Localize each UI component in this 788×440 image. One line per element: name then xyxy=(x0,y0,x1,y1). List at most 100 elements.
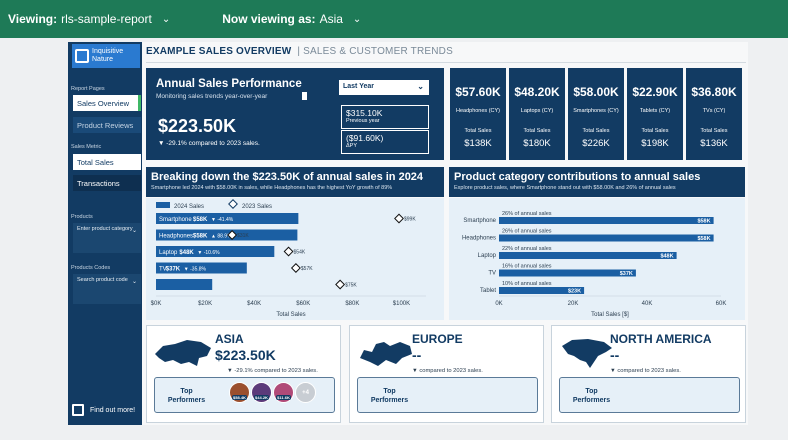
product-category-filter[interactable]: Enter product category ⌄ xyxy=(73,223,141,253)
contribution-header: Product category contributions to annual… xyxy=(449,167,745,197)
logo-line-2: Nature xyxy=(92,56,114,63)
bar-change-label: ▼ -35.8% xyxy=(184,267,207,273)
report-selector[interactable]: Viewing: rls-sample-report ⌄ xyxy=(8,12,170,26)
y-category-label: Headphones xyxy=(462,236,496,242)
avatar-value: $44.2K xyxy=(254,395,269,400)
contribution-chart: Smartphone 26% of annual sales $58K Headpho… xyxy=(462,211,727,318)
kpi-total: $136K xyxy=(700,138,728,149)
now-viewing-label: Now viewing as: xyxy=(222,12,316,26)
top-performers-box[interactable]: Top Performers $58.4K $44.2K $11.6K +4 xyxy=(154,377,335,413)
marker-2023 xyxy=(227,230,238,240)
region-value: $223.50K xyxy=(215,347,276,363)
contribution-bar xyxy=(499,269,636,277)
bar-2024 xyxy=(156,279,213,290)
kpi-total: $138K xyxy=(464,138,492,149)
region-card-asia[interactable]: ASIA $223.50K ▼ -29.1% compared to 2023 … xyxy=(146,325,341,423)
toggle-handle[interactable] xyxy=(302,92,307,100)
asia-map-icon xyxy=(155,340,211,366)
top-performers-box[interactable]: Top Performers xyxy=(357,377,538,413)
previous-year-box: $315.10K Previous year xyxy=(341,105,429,129)
kpi-label: Total Sales xyxy=(582,128,610,134)
marker-value-label: $99K xyxy=(404,217,416,223)
annual-value: $223.50K xyxy=(158,116,237,136)
bar-value-label: $23K xyxy=(568,289,581,295)
metric-total-sales[interactable]: Total Sales xyxy=(73,154,141,170)
avatar[interactable]: $11.6K xyxy=(273,382,294,403)
region-compare: ▼ compared to 2023 sales. xyxy=(610,368,681,374)
marker-2023 xyxy=(290,263,301,273)
code-search-placeholder: Search product code xyxy=(77,277,128,283)
legend-2024-label: 2024 Sales xyxy=(174,204,204,210)
legend-2023-marker xyxy=(228,199,238,209)
kpi-tvs[interactable]: $36.80K TVs (CY) Total Sales $136K xyxy=(686,68,742,160)
period-dropdown[interactable]: Last Year ⌄ xyxy=(339,80,429,95)
x-tick-label: $80K xyxy=(345,301,359,307)
metric-transactions[interactable]: Transactions xyxy=(73,175,141,191)
nav-product-reviews[interactable]: Product Reviews xyxy=(73,117,141,133)
top-performers-label: Top Performers xyxy=(367,387,412,405)
x-tick-label: 60K xyxy=(716,301,727,307)
bar-category-label: Smartphone xyxy=(159,217,192,223)
share-annotation: 26% of annual sales xyxy=(502,229,552,235)
period-dropdown-value: Last Year xyxy=(343,83,375,90)
bar-category-label: TV xyxy=(159,267,167,273)
bar-value-label: $48K xyxy=(179,250,194,256)
kpi-label: Total Sales xyxy=(523,128,551,134)
region-value: -- xyxy=(610,347,620,363)
top-performers-text: Performers xyxy=(572,397,611,404)
contribution-bar xyxy=(499,287,585,294)
product-code-search[interactable]: Search product code ⌄ xyxy=(73,274,141,304)
more-avatars-badge[interactable]: +4 xyxy=(295,382,316,403)
region-card-europe[interactable]: EUROPE -- ▼ compared to 2023 sales. Top P… xyxy=(349,325,544,423)
kpi-label: Total Sales xyxy=(641,128,669,134)
kpi-tablets[interactable]: $22.90K Tablets (CY) Total Sales $198K xyxy=(627,68,683,160)
nav-sales-overview[interactable]: Sales Overview xyxy=(73,95,141,111)
contribution-bar xyxy=(499,234,714,242)
contribution-bar xyxy=(499,252,677,259)
viewer-selector[interactable]: Now viewing as: Asia ⌄ xyxy=(222,12,361,26)
chevron-down-icon: ⌄ xyxy=(131,279,137,285)
region-name: NORTH AMERICA xyxy=(610,332,712,346)
kpi-laptops[interactable]: $48.20K Laptops (CY) Total Sales $180K xyxy=(509,68,565,160)
annual-title: Annual Sales Performance xyxy=(156,78,302,90)
kpi-label: Total Sales xyxy=(700,128,728,134)
region-card-north-america[interactable]: NORTH AMERICA -- ▼ compared to 2023 sale… xyxy=(551,325,746,423)
delta-py-label: ΔPY xyxy=(346,143,358,149)
page-title: EXAMPLE SALES OVERVIEW | SALES & CUSTOMER… xyxy=(146,46,453,57)
annual-compare: ▼ -29.1% compared to 2023 sales. xyxy=(158,140,260,147)
bar-2024 xyxy=(156,246,275,257)
bar-2024 xyxy=(156,229,298,241)
x-tick-label: 20K xyxy=(568,301,579,307)
kpi-total: $226K xyxy=(582,138,610,149)
top-performers-box[interactable]: Top Performers xyxy=(559,377,740,413)
find-out-more-button[interactable]: Find out more! xyxy=(72,404,135,416)
marker-value-label: $57K xyxy=(301,266,313,272)
legend-2023-label: 2023 Sales xyxy=(242,204,272,210)
avatar[interactable]: $58.4K xyxy=(229,382,250,403)
region-name: EUROPE xyxy=(412,332,463,346)
x-tick-label: 40K xyxy=(642,301,653,307)
contribution-chart-panel: Smartphone 26% of annual sales $58K Headpho… xyxy=(449,198,745,320)
bar-value-label: $58K xyxy=(193,234,208,240)
bar-category-label: Headphones xyxy=(159,234,193,240)
bar-change-label: ▼ -10.6% xyxy=(197,250,220,256)
chevron-down-icon: ⌄ xyxy=(131,228,137,234)
legend-2024-swatch xyxy=(156,202,170,208)
report-pages-header: Report Pages xyxy=(71,86,105,92)
top-bar: Viewing: rls-sample-report ⌄ Now viewing… xyxy=(0,0,788,38)
previous-year-value: $315.10K xyxy=(346,108,383,118)
bar-value-label: $58K xyxy=(697,219,710,225)
bar-value-label: $58K xyxy=(697,236,710,242)
report-name: rls-sample-report xyxy=(61,12,152,26)
x-tick-label: $20K xyxy=(198,301,212,307)
avatar[interactable]: $44.2K xyxy=(251,382,272,403)
contribution-subtitle: Explore product sales, where Smartphone … xyxy=(454,185,676,191)
kpi-name: TVs (CY) xyxy=(702,108,726,114)
delta-py-value: ($91.60K) xyxy=(346,133,384,143)
bar-value-label: $37K xyxy=(166,267,181,273)
kpi-smartphones[interactable]: $58.00K Smartphones (CY) Total Sales $226K xyxy=(568,68,624,160)
kpi-headphones[interactable]: $57.60K Headphones (CY) Total Sales $138K xyxy=(450,68,506,160)
chevron-down-icon: ⌄ xyxy=(161,13,171,25)
logo-icon xyxy=(72,404,84,416)
